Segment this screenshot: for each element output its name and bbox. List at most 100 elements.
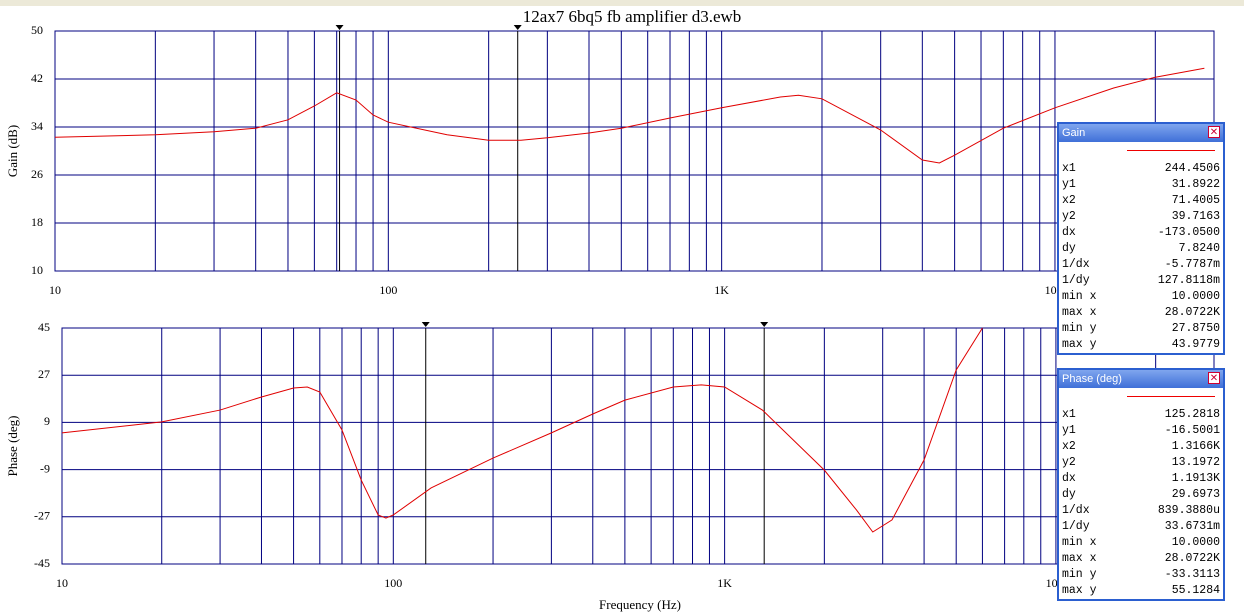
x-axis-label: Frequency (Hz) [599, 597, 681, 612]
y-tick-label: 26 [31, 167, 43, 181]
row-value: 7.8240 [1178, 242, 1220, 255]
cursor-handle [760, 322, 769, 327]
y-tick-label: -9 [40, 461, 50, 475]
panel-row: min y 27.8750 [1059, 321, 1223, 337]
row-label: dx [1062, 472, 1076, 485]
row-label: x2 [1062, 194, 1076, 207]
row-label: min x [1062, 536, 1097, 549]
panel-row: max y 43.9779 [1059, 337, 1223, 353]
trace-swatch [1127, 150, 1215, 151]
row-value: 28.0722K [1164, 306, 1220, 319]
y-tick-label: -27 [34, 509, 50, 523]
row-value: 127.8118m [1157, 274, 1220, 287]
close-button[interactable]: ✕ [1208, 126, 1220, 138]
cursor-panel: Gain ✕ x1 244.4506 y1 31.8922 x2 71.4005 y2 39.71… [1057, 122, 1225, 355]
panel-row: max x 28.0722K [1059, 305, 1223, 321]
panel-row: 1/dy 127.8118m [1059, 273, 1223, 289]
row-label: y1 [1062, 178, 1076, 191]
y-tick-label: 27 [38, 367, 50, 381]
row-value: -16.5001 [1164, 424, 1220, 437]
row-label: x1 [1062, 162, 1076, 175]
row-label: min y [1062, 568, 1097, 581]
row-value: 244.4506 [1164, 162, 1220, 175]
row-label: dx [1062, 226, 1076, 239]
row-value: 29.6973 [1171, 488, 1220, 501]
row-value: 33.6731m [1164, 520, 1220, 533]
row-value: 10.0000 [1171, 536, 1220, 549]
row-value: 839.3880u [1157, 504, 1220, 517]
row-label: y2 [1062, 210, 1076, 223]
panel-row: 1/dx -5.7787m [1059, 257, 1223, 273]
panel-title-bar: Phase (deg) ✕ [1059, 370, 1223, 388]
gain-phase-line [54, 67, 1205, 164]
row-label: max y [1062, 584, 1097, 597]
row-label: 1/dy [1062, 274, 1090, 287]
cursor-handle [421, 322, 430, 327]
panel-row: 1/dx 839.3880u [1059, 503, 1223, 519]
row-label: 1/dx [1062, 504, 1090, 517]
row-value: 1.1913K [1171, 472, 1220, 485]
row-label: min x [1062, 290, 1097, 303]
panel-row: min y -33.3113 [1059, 567, 1223, 583]
panel-row: x1 125.2818 [1059, 407, 1223, 423]
row-value: 43.9779 [1171, 338, 1220, 351]
row-label: max x [1062, 552, 1097, 565]
cursor-handle [335, 25, 344, 30]
y-tick-label: 10 [31, 263, 43, 277]
panel-title-bar: Gain ✕ [1059, 124, 1223, 142]
y-tick-label: 34 [31, 119, 43, 133]
panel-row: dy 7.8240 [1059, 241, 1223, 257]
y-axis-label: Gain (dB) [5, 125, 20, 177]
y-tick-label: -45 [34, 556, 50, 570]
y-tick-label: 50 [31, 23, 43, 37]
plot-area [61, 327, 1215, 565]
y-tick-label: 42 [31, 71, 43, 85]
row-label: x1 [1062, 408, 1076, 421]
x-tick-label: 1K [717, 576, 732, 590]
panel-row: dy 29.6973 [1059, 487, 1223, 503]
row-label: x2 [1062, 440, 1076, 453]
panel-row: y1 31.8922 [1059, 177, 1223, 193]
x-tick-label: 100 [379, 283, 397, 297]
row-label: max x [1062, 306, 1097, 319]
gain-phase-line [61, 327, 983, 533]
row-value: 27.8750 [1171, 322, 1220, 335]
panel-row: x2 1.3166K [1059, 439, 1223, 455]
close-button[interactable]: ✕ [1208, 372, 1220, 384]
y-tick-label: 45 [38, 320, 50, 334]
y-tick-label: 18 [31, 215, 43, 229]
x-tick-label: 1K [714, 283, 729, 297]
panel-row: dx 1.1913K [1059, 471, 1223, 487]
panel-row: x2 71.4005 [1059, 193, 1223, 209]
panel-row: 1/dy 33.6731m [1059, 519, 1223, 535]
panel-row: y1 -16.5001 [1059, 423, 1223, 439]
row-value: -33.3113 [1164, 568, 1220, 581]
panel-row: min x 10.0000 [1059, 535, 1223, 551]
cursor-panel: Phase (deg) ✕ x1 125.2818 y1 -16.5001 x2 1.3166… [1057, 368, 1225, 601]
x-tick-label: 100 [384, 576, 402, 590]
x-tick-label: 10 [56, 576, 68, 590]
row-value: 10.0000 [1171, 290, 1220, 303]
row-value: 55.1284 [1171, 584, 1220, 597]
row-label: max y [1062, 338, 1097, 351]
row-label: y2 [1062, 456, 1076, 469]
panel-row: y2 39.7163 [1059, 209, 1223, 225]
row-label: 1/dy [1062, 520, 1090, 533]
panel-row: min x 10.0000 [1059, 289, 1223, 305]
panel-row: x1 244.4506 [1059, 161, 1223, 177]
panel-title: Gain [1062, 127, 1086, 139]
row-value: 71.4005 [1171, 194, 1220, 207]
panel-title: Phase (deg) [1062, 373, 1122, 385]
row-label: dy [1062, 488, 1076, 501]
row-value: -173.0500 [1157, 226, 1220, 239]
row-label: 1/dx [1062, 258, 1090, 271]
row-value: 28.0722K [1164, 552, 1220, 565]
row-value: 31.8922 [1171, 178, 1220, 191]
top-strip [0, 0, 1244, 6]
row-label: min y [1062, 322, 1097, 335]
row-label: y1 [1062, 424, 1076, 437]
chart-title: 12ax7 6bq5 fb amplifier d3.ewb [523, 7, 742, 26]
row-value: -5.7787m [1164, 258, 1220, 271]
